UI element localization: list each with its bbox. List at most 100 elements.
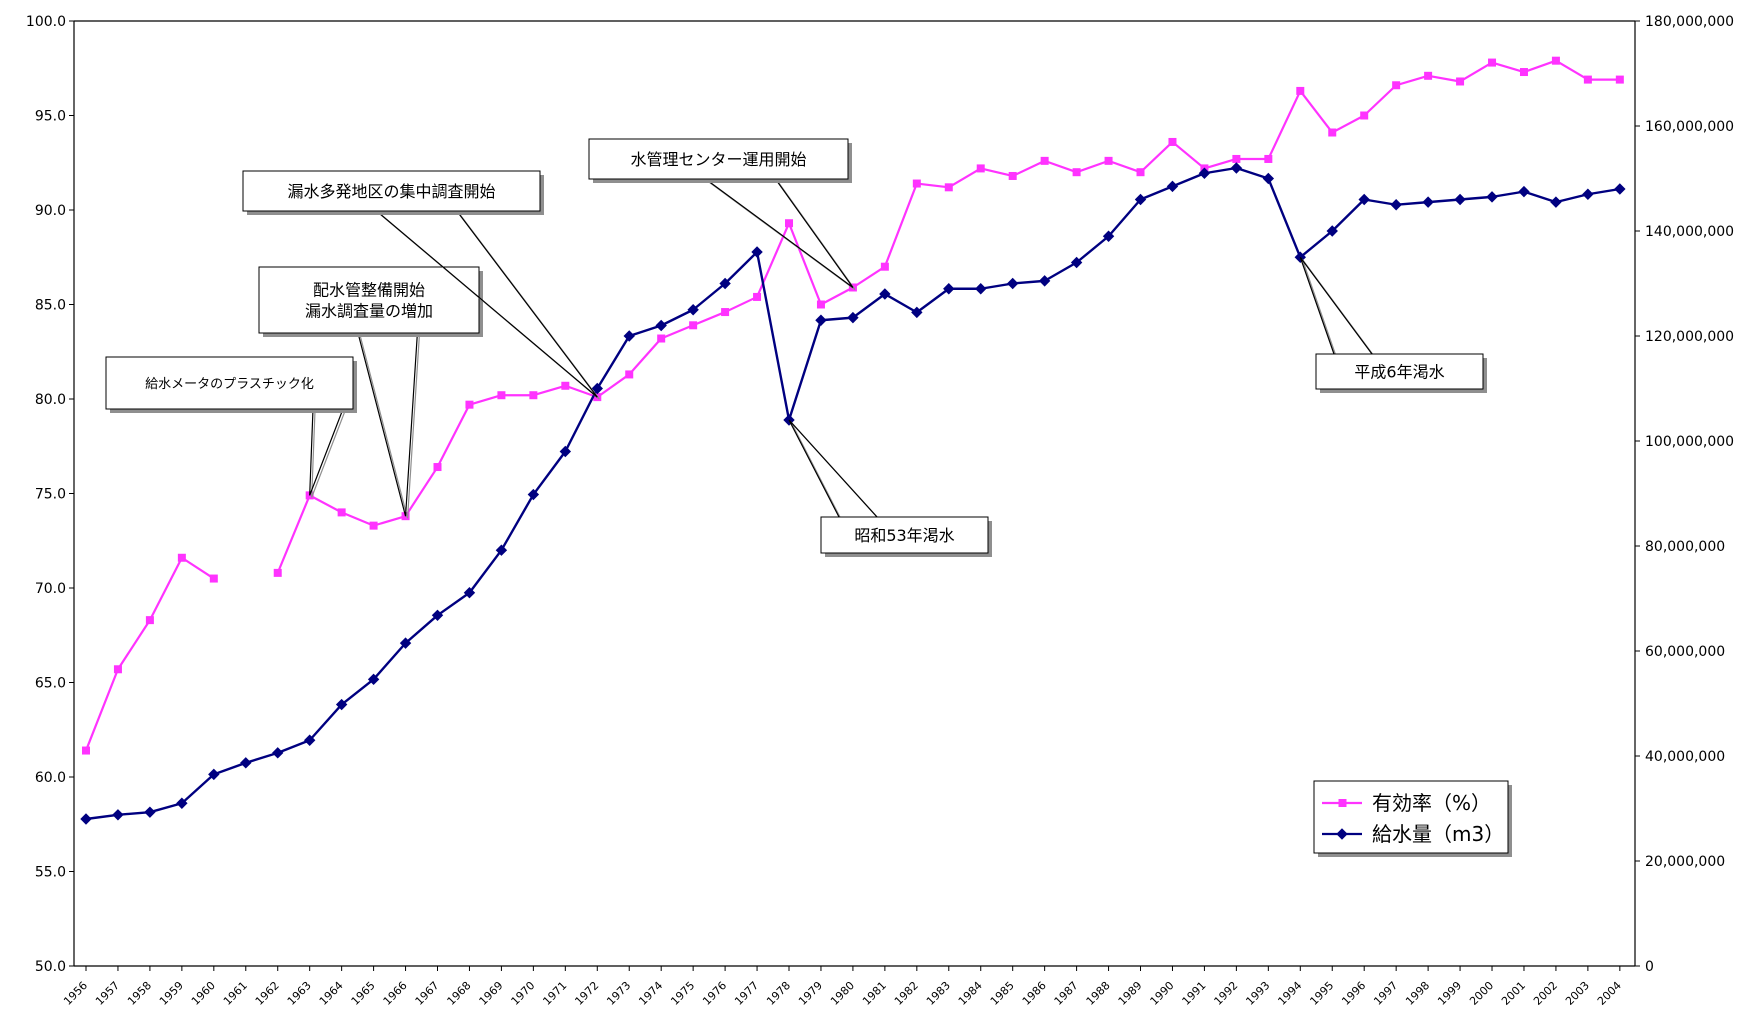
effective-rate-point — [753, 292, 762, 301]
x-axis-tick-label: 2003 — [1563, 979, 1592, 1008]
water-supply-point — [463, 587, 476, 599]
left-axis-tick-label: 80.0 — [35, 392, 66, 408]
x-axis-tick-label: 1986 — [1020, 979, 1049, 1008]
annotation-box — [588, 138, 849, 180]
water-supply-point — [303, 734, 316, 746]
water-supply-point — [879, 288, 891, 300]
water-supply-point — [687, 304, 699, 316]
x-axis-tick-label: 1962 — [253, 979, 282, 1008]
x-axis-tick-label: 1997 — [1371, 979, 1400, 1008]
water-supply-point — [943, 283, 955, 295]
right-axis-tick-label: 100,000,000 — [1645, 434, 1734, 450]
x-axis-tick-label: 1979 — [796, 979, 825, 1008]
x-axis-tick-label: 1970 — [508, 979, 537, 1008]
left-axis-tick-label: 95.0 — [35, 109, 66, 125]
x-axis-tick-label: 1975 — [668, 979, 697, 1008]
right-axis-tick-label: 60,000,000 — [1645, 644, 1725, 660]
x-axis-tick-label: 1999 — [1435, 979, 1464, 1008]
left-axis-tick-label: 65.0 — [35, 676, 66, 692]
x-axis-tick-label: 1987 — [1052, 979, 1081, 1008]
annotation-box — [820, 516, 989, 554]
water-supply-point — [431, 609, 444, 622]
effective-rate-point — [1583, 75, 1592, 84]
effective-rate-point — [976, 164, 985, 173]
annotation-text: 漏水多発地区の集中調査開始 — [287, 182, 495, 201]
left-axis-tick-label: 60.0 — [35, 770, 66, 786]
effective-rate-point — [1040, 156, 1049, 165]
water-supply-point — [1070, 256, 1083, 269]
annotation-box — [242, 170, 541, 212]
water-supply-point — [495, 544, 508, 556]
effective-rate-point — [1264, 154, 1273, 163]
annotation-text: 漏水調査量の増加 — [305, 302, 433, 321]
effective-rate-point — [1424, 71, 1433, 80]
x-axis-tick-label: 1996 — [1339, 979, 1368, 1008]
x-axis-tick-label: 1968 — [445, 979, 474, 1008]
x-axis-tick-label: 2002 — [1531, 979, 1560, 1008]
annotation-callout-line — [788, 419, 878, 518]
annotation-callout-shadow — [359, 334, 420, 519]
x-axis-tick-label: 2004 — [1595, 979, 1624, 1008]
left-axis-tick-label: 75.0 — [35, 487, 66, 503]
x-axis-tick-label: 1966 — [381, 979, 410, 1008]
effective-rate-point — [497, 391, 506, 400]
x-axis-tick-label: 1980 — [828, 979, 857, 1008]
effective-rate-point — [657, 334, 666, 343]
effective-rate-point — [273, 568, 282, 577]
x-axis-tick-label: 1984 — [956, 979, 985, 1008]
effective-rate-point — [912, 179, 921, 188]
effective-rate-point — [944, 183, 953, 192]
effective-rate-point — [337, 508, 346, 517]
x-axis-tick-label: 1992 — [1212, 979, 1241, 1008]
water-supply-point — [1454, 193, 1466, 206]
annotation-callout-line — [357, 332, 418, 517]
water-supply-point — [975, 283, 987, 295]
water-supply-point — [847, 311, 859, 324]
water-supply-point — [1550, 196, 1562, 208]
annotation-callout-line — [1299, 256, 1373, 355]
left-axis-tick-label: 55.0 — [35, 865, 66, 881]
x-axis-tick-label: 1988 — [1084, 979, 1113, 1008]
effective-rate-point — [785, 219, 794, 228]
annotation-callout-shadow — [311, 410, 346, 498]
effective-rate-point — [82, 746, 90, 755]
left-axis-tick-label: 70.0 — [35, 581, 66, 597]
effective-rate-point — [209, 574, 218, 583]
effective-rate-point — [880, 262, 889, 271]
effective-rate-point — [1232, 154, 1241, 163]
x-axis-tick-label: 1967 — [413, 979, 442, 1008]
effective-rate-point — [816, 300, 825, 309]
water-supply-point — [1390, 199, 1402, 211]
annotation-text: 平成6年渇水 — [1354, 363, 1444, 382]
x-axis-tick-label: 1956 — [61, 979, 90, 1008]
effective-rate-point — [1360, 111, 1369, 120]
water-supply-point — [1038, 275, 1051, 287]
x-axis-tick-label: 2000 — [1467, 979, 1496, 1008]
water-supply-point — [1230, 162, 1243, 174]
annotation-box — [1315, 353, 1484, 390]
effective-rate-point — [465, 400, 474, 409]
water-supply-point — [751, 246, 763, 258]
water-supply-point — [208, 768, 220, 781]
x-axis-tick-label: 1965 — [349, 979, 378, 1008]
x-axis-tick-label: 1995 — [1307, 979, 1336, 1008]
effective-rate-point — [689, 321, 698, 330]
right-axis-tick-label: 140,000,000 — [1645, 224, 1734, 240]
effective-rate-point — [1328, 128, 1337, 137]
annotation-text: 昭和53年渇水 — [854, 526, 954, 545]
effective-rate-point — [1488, 58, 1497, 67]
water-supply-point — [1358, 193, 1370, 206]
series-layer — [80, 56, 1626, 825]
right-axis-tick-label: 0 — [1645, 959, 1654, 975]
legend-water-supply-label: 給水量（m3） — [1372, 822, 1504, 846]
effective-rate-point — [1615, 75, 1624, 84]
left-axis-tick-label: 100.0 — [26, 14, 66, 30]
x-axis-tick-label: 1969 — [477, 979, 506, 1008]
water-supply-point — [911, 306, 923, 319]
water-supply-point — [1614, 183, 1626, 195]
effective-rate-point — [1168, 137, 1177, 146]
effective-rate-line-segment — [84, 556, 215, 751]
x-axis-tick-label: 1993 — [1243, 979, 1272, 1008]
right-axis-tick-label: 80,000,000 — [1645, 539, 1725, 555]
